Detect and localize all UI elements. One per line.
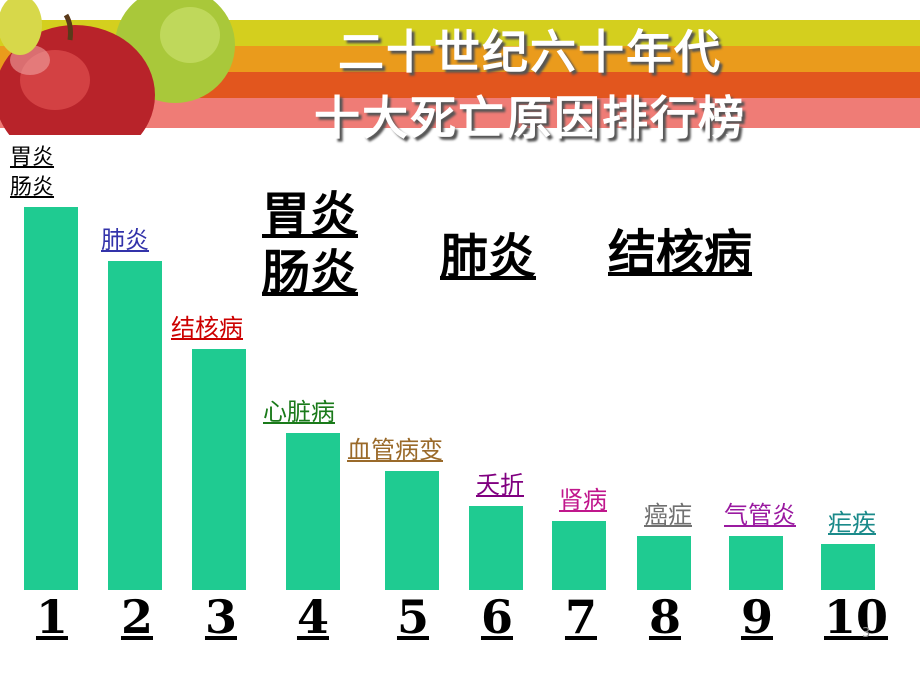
- bar-label-1-line-1: 胃炎: [10, 145, 55, 170]
- bar-label-1: 胃炎 肠炎: [10, 143, 54, 203]
- rank-label-9: 9: [740, 590, 773, 644]
- bar-7: [552, 521, 606, 590]
- highlight-rank-1-line-1: 胃炎: [262, 187, 359, 243]
- bar-label-4: 心脏病: [263, 398, 335, 426]
- bar-6: [469, 506, 523, 590]
- bar-label-5: 血管病变: [347, 436, 443, 464]
- rank-label-7: 7: [564, 590, 597, 644]
- highlight-rank-1: 胃炎 肠炎: [262, 186, 358, 302]
- bar-label-9: 气管炎: [724, 501, 796, 529]
- bar-label-8: 癌症: [644, 501, 692, 529]
- bar-3: [192, 349, 246, 590]
- rank-label-4: 4: [296, 590, 329, 644]
- bar-10: [821, 544, 875, 590]
- bar-4: [286, 433, 340, 590]
- rank-label-3: 3: [204, 590, 237, 644]
- highlight-rank-3: 结核病: [608, 225, 753, 281]
- bar-label-6: 夭折: [476, 471, 524, 499]
- rank-label-2: 2: [120, 590, 153, 644]
- bar-label-3: 结核病: [171, 314, 243, 342]
- bar-label-2: 肺炎: [101, 226, 149, 254]
- rank-label-6: 6: [480, 590, 513, 644]
- title-line-2: 十大死亡原因排行榜: [314, 91, 746, 145]
- bar-5: [385, 471, 439, 590]
- page-number: 3: [862, 626, 871, 641]
- highlight-rank-2: 肺炎: [440, 229, 537, 285]
- bar-8: [637, 536, 691, 590]
- bar-label-10: 疟疾: [828, 509, 876, 537]
- bar-label-1-line-2: 肠炎: [10, 175, 55, 200]
- bar-9: [729, 536, 783, 590]
- rank-label-5: 5: [396, 590, 429, 644]
- rank-label-10: 10: [824, 590, 889, 644]
- apples-image: [0, 0, 235, 135]
- rank-label-1: 1: [35, 590, 68, 644]
- highlight-rank-1-line-2: 肠炎: [262, 245, 359, 301]
- bar-label-7: 肾病: [559, 486, 607, 514]
- rank-label-8: 8: [648, 590, 681, 644]
- title-line-1: 二十世纪六十年代: [338, 25, 722, 79]
- bar-2: [108, 261, 162, 590]
- bar-1: [24, 207, 78, 590]
